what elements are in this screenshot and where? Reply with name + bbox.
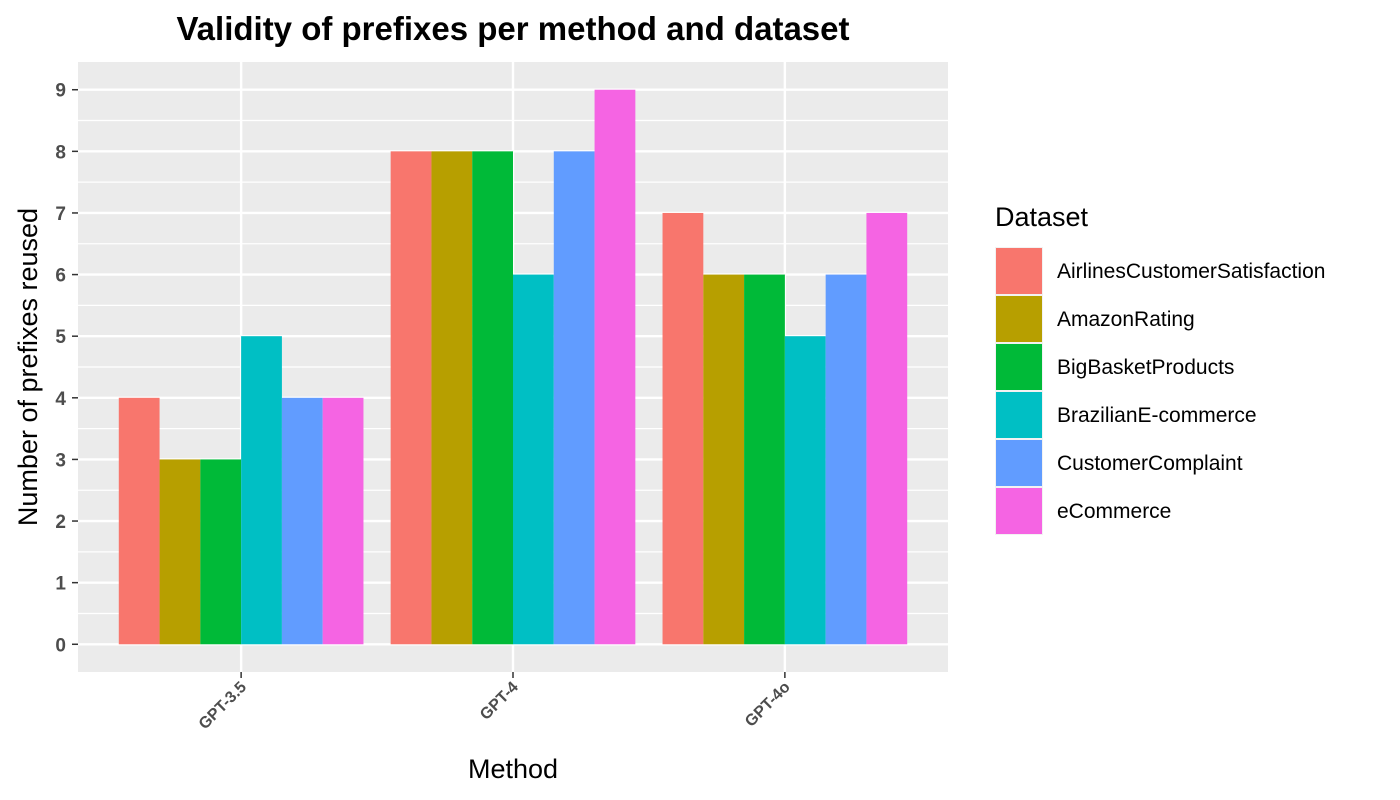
x-axis-title: Method [468,754,558,784]
legend-swatch [996,392,1042,438]
legend-label: BrazilianE-commerce [1057,404,1257,427]
x-tick-label: GPT-3.5 [196,679,250,733]
y-axis: 0 1 2 3 4 5 6 7 8 9 [55,81,78,656]
legend-swatch [996,296,1042,342]
bar [159,459,201,645]
y-tick-label: 5 [55,327,66,348]
bar [662,212,704,645]
bar [784,336,826,645]
x-tick-label: GPT-4o [742,679,794,731]
bar [594,89,636,645]
y-tick-label: 2 [55,512,66,533]
y-tick-label: 0 [55,635,66,656]
legend-label: AmazonRating [1057,308,1195,331]
y-tick-label: 3 [55,450,66,471]
legend-swatch [996,344,1042,390]
legend-label: CustomerComplaint [1057,452,1243,475]
bar [513,274,554,645]
chart-title: Validity of prefixes per method and data… [176,10,849,47]
legend-label: eCommerce [1057,500,1171,523]
x-tick-label: GPT-4 [477,679,522,724]
legend-label: BigBasketProducts [1057,356,1234,379]
y-axis-title: Number of prefixes reused [13,208,43,526]
bar [281,397,323,645]
y-tick-label: 9 [55,81,66,102]
bar [118,397,160,645]
legend-swatch [996,248,1042,294]
legend-swatch [996,440,1042,486]
bar [553,151,595,645]
legend-label: AirlinesCustomerSatisfaction [1057,260,1325,283]
y-tick-label: 7 [55,204,66,225]
bar [431,151,473,645]
x-axis: GPT-3.5 GPT-4 GPT-4o [196,672,794,733]
bar [744,274,785,645]
legend-swatch [996,488,1042,534]
bar [825,274,867,645]
bar [472,151,513,645]
bar [703,274,745,645]
bar [241,336,282,645]
y-tick-label: 4 [55,389,66,410]
bar [866,212,908,645]
bars [118,89,908,645]
bar [322,397,364,645]
legend-title: Dataset [995,202,1089,232]
bar [390,151,432,645]
y-tick-label: 8 [55,142,66,163]
y-tick-label: 6 [55,266,66,287]
y-tick-label: 1 [55,574,66,595]
legend: Dataset AirlinesCustomerSatisfaction Amaz… [995,202,1325,535]
bar [200,459,242,645]
